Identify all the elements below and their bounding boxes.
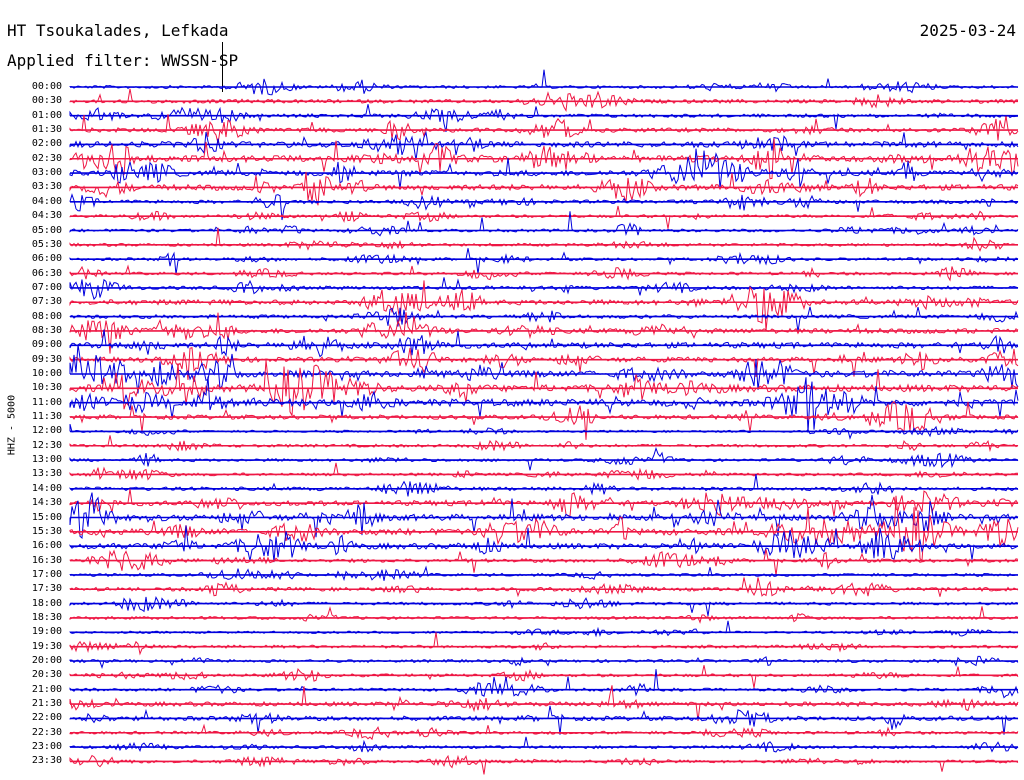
trace-line — [69, 346, 1019, 380]
time-label: 11:00 — [31, 396, 62, 408]
trace-line — [69, 620, 1019, 638]
time-label: 00:00 — [31, 81, 62, 92]
time-label: 05:30 — [31, 238, 62, 250]
time-label: 23:30 — [31, 755, 62, 767]
time-label: 19:00 — [31, 626, 62, 638]
trace-line — [69, 104, 1019, 133]
trace-line — [69, 754, 1019, 775]
time-label: 02:30 — [31, 152, 62, 164]
time-label: 08:30 — [31, 324, 62, 336]
time-label: 23:00 — [31, 741, 62, 753]
trace-line — [69, 492, 1019, 540]
time-label: 20:30 — [31, 669, 62, 681]
trace-line — [69, 736, 1019, 753]
time-label: 18:30 — [31, 611, 62, 623]
time-label: 10:00 — [31, 368, 62, 379]
trace-line — [69, 549, 1019, 576]
trace-line — [69, 632, 1019, 656]
trace-line — [69, 606, 1019, 624]
trace-line — [69, 171, 1019, 206]
time-label: 12:30 — [31, 439, 62, 451]
time-label: 16:00 — [31, 540, 62, 552]
trace-line — [69, 400, 1019, 440]
time-label: 16:30 — [31, 554, 62, 566]
time-label: 21:30 — [31, 698, 62, 710]
trace-line — [69, 211, 1019, 237]
time-label: 02:00 — [31, 138, 62, 150]
trace-line — [69, 655, 1019, 669]
trace-line — [69, 669, 1019, 699]
time-label: 06:00 — [31, 253, 62, 265]
trace-line — [69, 665, 1019, 689]
time-label: 06:30 — [31, 267, 62, 279]
trace-line — [69, 596, 1019, 616]
date-label: 2025-03-24 — [919, 21, 1016, 40]
time-label: 10:30 — [31, 382, 62, 394]
time-label: 13:00 — [31, 454, 62, 466]
time-label: 09:30 — [31, 353, 62, 365]
trace-line — [69, 205, 1019, 229]
time-label: 13:30 — [31, 468, 62, 480]
time-label: 08:00 — [31, 310, 62, 322]
time-label: 04:00 — [31, 195, 62, 207]
time-label: 19:30 — [31, 640, 62, 652]
trace-line — [69, 435, 1019, 453]
time-label: 21:00 — [31, 683, 62, 695]
time-label: 22:30 — [31, 726, 62, 738]
filter-label: Applied filter: WWSSN-SP — [7, 51, 239, 70]
trace-line — [69, 474, 1019, 497]
time-label: 04:30 — [31, 210, 62, 222]
time-label: 09:00 — [31, 339, 62, 351]
time-label: 00:30 — [31, 95, 62, 107]
trace-line — [69, 565, 1019, 582]
trace-line — [69, 329, 1019, 358]
time-label: 03:00 — [31, 167, 62, 179]
time-label: 03:30 — [31, 181, 62, 193]
trace-line — [69, 69, 1019, 96]
trace-line — [69, 705, 1019, 735]
time-label: 14:00 — [31, 482, 62, 494]
trace-line — [69, 88, 1019, 113]
trace-line — [69, 577, 1019, 598]
trace-line — [69, 495, 1019, 562]
time-label: 07:00 — [31, 281, 62, 293]
trace-line — [69, 685, 1019, 722]
time-label: 11:30 — [31, 411, 62, 423]
time-label: 14:30 — [31, 497, 62, 509]
time-label: 17:30 — [31, 583, 62, 595]
time-label: 07:30 — [31, 296, 62, 308]
time-label: 22:00 — [31, 712, 62, 724]
time-label: 15:00 — [31, 511, 62, 523]
time-label: 05:00 — [31, 224, 62, 236]
header-divider — [222, 42, 223, 92]
time-label: 18:00 — [31, 597, 62, 609]
time-label: 12:00 — [31, 425, 62, 437]
time-label: 17:00 — [31, 568, 62, 580]
trace-line — [69, 114, 1019, 144]
time-label: 15:30 — [31, 525, 62, 537]
time-label: 20:00 — [31, 655, 62, 666]
time-label: 01:00 — [31, 109, 62, 121]
trace-line — [69, 376, 1019, 433]
trace-line — [69, 462, 1018, 481]
trace-line — [69, 138, 1019, 180]
trace-line — [69, 306, 1019, 332]
trace-line — [69, 312, 1019, 354]
time-label: 01:30 — [31, 124, 62, 136]
trace-line — [69, 248, 1019, 275]
station-title: HT Tsoukalades, Lefkada — [7, 21, 229, 40]
